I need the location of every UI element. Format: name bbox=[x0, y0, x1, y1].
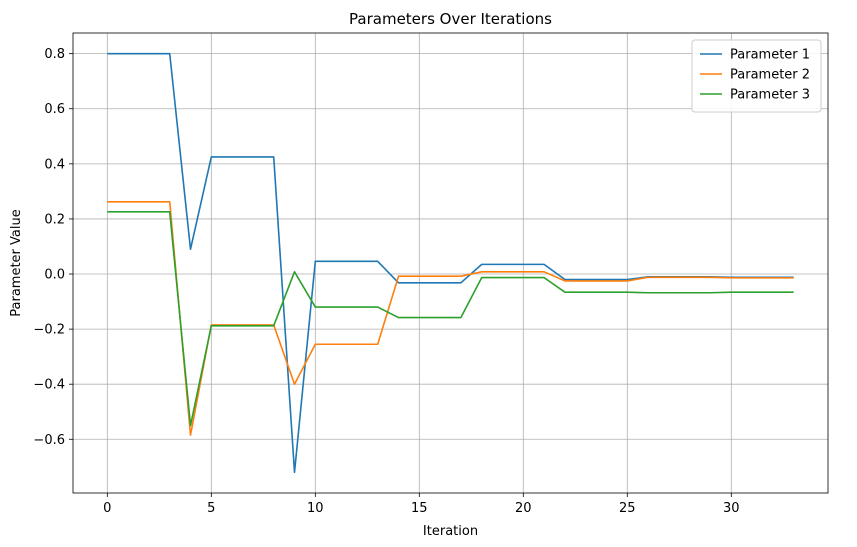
x-tick-label: 5 bbox=[207, 501, 215, 516]
y-tick-label: −0.4 bbox=[33, 378, 65, 393]
x-tick-label: 15 bbox=[411, 501, 428, 516]
legend: Parameter 1 Parameter 2 Parameter 3 bbox=[691, 39, 822, 113]
plot-frame bbox=[72, 32, 829, 494]
x-axis-label: Iteration bbox=[423, 524, 478, 539]
x-tick-label: 30 bbox=[723, 501, 740, 516]
legend-label: Parameter 3 bbox=[730, 88, 810, 103]
y-tick-label: 0.2 bbox=[44, 212, 65, 227]
y-tick-label: 0.0 bbox=[44, 268, 65, 283]
y-tick-label: 0.8 bbox=[44, 47, 65, 62]
x-tick-label: 0 bbox=[103, 501, 111, 516]
y-tick-label: 0.4 bbox=[44, 157, 65, 172]
legend-label: Parameter 2 bbox=[730, 68, 810, 83]
series-layer bbox=[107, 52, 794, 474]
y-tick-label: −0.6 bbox=[33, 433, 65, 448]
legend-label: Parameter 1 bbox=[730, 48, 810, 63]
x-tick-label: 20 bbox=[515, 501, 532, 516]
y-tick-label: −0.2 bbox=[33, 323, 65, 338]
series-line bbox=[107, 210, 794, 427]
x-tick-label: 10 bbox=[307, 501, 324, 516]
x-tick-label: 25 bbox=[619, 501, 636, 516]
y-axis-label: Parameter Value bbox=[9, 209, 24, 316]
legend-box bbox=[691, 39, 822, 113]
axis-ticks: 0 5 10 15 20 25 30 −0.6 −0.4 −0.2 0.0 0.2 0.4 0.6 0.8 bbox=[33, 47, 739, 516]
y-tick-label: 0.6 bbox=[44, 102, 65, 117]
chart-title: Parameters Over Iterations bbox=[349, 10, 552, 28]
series-line bbox=[107, 201, 794, 436]
